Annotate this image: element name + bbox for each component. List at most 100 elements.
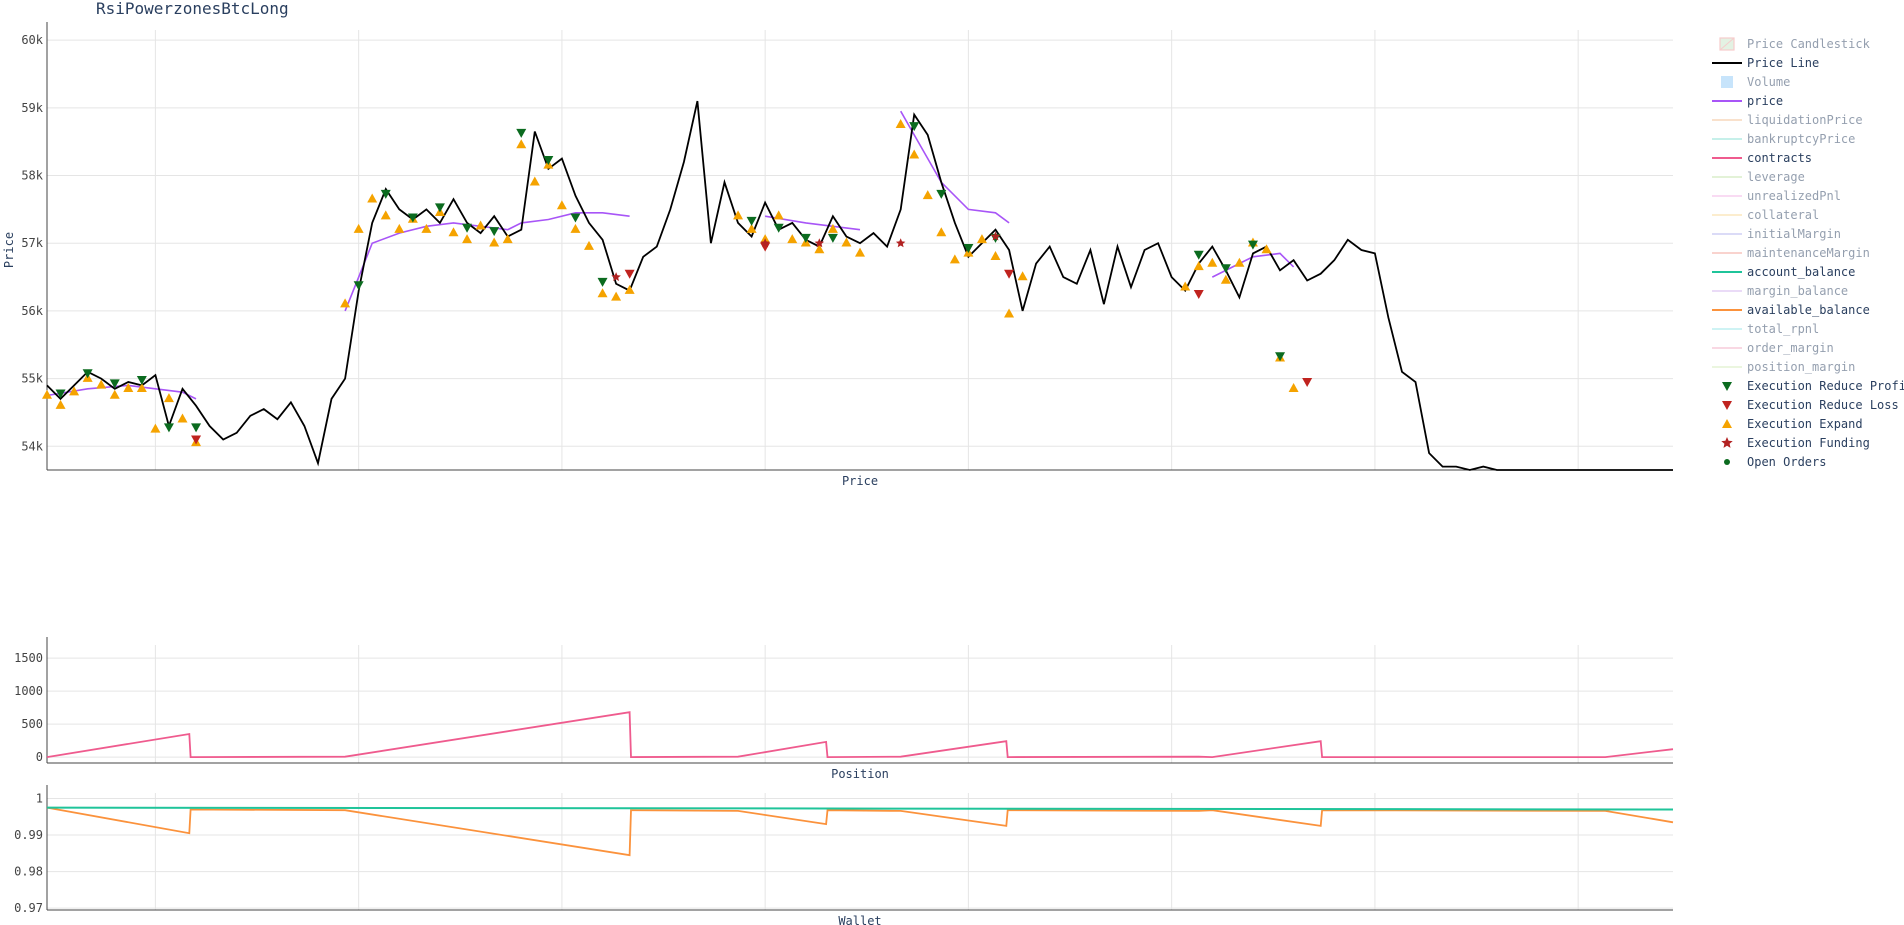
execution-expand-marker (1261, 244, 1272, 254)
execution-reduce-profit-marker (434, 203, 445, 213)
legend[interactable]: Price Candlestick Price Line Volume price li… (1712, 37, 1904, 469)
execution-funding-marker (814, 238, 825, 248)
execution-reduce-profit-marker (489, 227, 500, 237)
legend-item-price-candlestick[interactable]: Price Candlestick (1719, 37, 1871, 51)
execution-reduce-profit-marker (109, 379, 120, 389)
execution-reduce-loss-marker (1193, 290, 1204, 299)
execution-reduce-profit-marker (353, 281, 364, 291)
legend-item-position-margin[interactable]: position_margin (1712, 360, 1855, 374)
panel-1: 54k 55k 56k 57k 58k 59k 60k Price Price (2, 22, 1673, 488)
execution-expand-marker (489, 237, 500, 247)
legend-item-execution-funding[interactable]: Execution Funding (1721, 436, 1870, 450)
legend-item-account-balance[interactable]: account_balance (1712, 265, 1855, 279)
account-balance-line (46, 806, 1674, 811)
execution-expand-marker (909, 149, 920, 159)
legend-label: account_balance (1747, 265, 1855, 279)
execution-funding-marker (611, 272, 621, 282)
legend-item-initialmargin[interactable]: initialMargin (1712, 227, 1841, 241)
chart-title: RsiPowerzonesBtcLong (96, 0, 289, 18)
x-axis-title: Price (842, 474, 878, 488)
legend-item-contracts[interactable]: contracts (1712, 151, 1812, 165)
legend-item-execution-expand[interactable]: Execution Expand (1722, 417, 1863, 431)
execution-reduce-profit-marker (773, 223, 784, 233)
execution-expand-marker (1017, 271, 1028, 281)
legend-label: unrealizedPnl (1747, 189, 1841, 203)
legend-label: leverage (1747, 170, 1805, 184)
legend-item-execution-reduce-profit[interactable]: Execution Reduce Profit (1722, 379, 1904, 393)
y-tick-label: 56k (21, 304, 43, 318)
execution-expand-marker (163, 393, 174, 403)
price-ma-line (900, 110, 1010, 224)
execution-reduce-loss-marker (760, 242, 771, 252)
y-tick-label: 59k (21, 101, 43, 115)
legend-item-total-rpnl[interactable]: total_rpnl (1712, 322, 1819, 336)
legend-item-price[interactable]: price (1712, 94, 1783, 108)
y-tick-label: 1 (36, 791, 43, 805)
execution-reduce-profit-marker (1220, 264, 1231, 274)
execution-reduce-profit-marker (516, 128, 527, 138)
legend-item-liquidationprice[interactable]: liquidationPrice (1712, 113, 1863, 127)
legend-item-execution-reduce-loss[interactable]: Execution Reduce Loss (1722, 398, 1899, 412)
legend-item-volume[interactable]: Volume (1721, 75, 1790, 89)
legend-label: order_margin (1747, 341, 1834, 355)
execution-expand-marker (773, 210, 784, 220)
execution-expand-marker (841, 237, 852, 247)
execution-expand-marker (1288, 383, 1299, 392)
legend-label: Volume (1747, 75, 1790, 89)
execution-expand-marker (787, 234, 798, 244)
execution-expand-marker (421, 223, 432, 233)
y-tick-label: 60k (21, 33, 43, 47)
legend-item-price-line[interactable]: Price Line (1712, 56, 1819, 70)
legend-item-leverage[interactable]: leverage (1712, 170, 1805, 184)
triangle-down-icon (1722, 382, 1732, 391)
legend-item-unrealizedpnl[interactable]: unrealizedPnl (1712, 189, 1841, 203)
execution-reduce-profit-marker (191, 423, 202, 433)
execution-expand-marker (462, 234, 473, 244)
execution-reduce-profit-marker (1193, 250, 1204, 260)
execution-expand-marker (448, 227, 459, 237)
execution-reduce-profit-marker (570, 213, 581, 223)
execution-expand-marker (150, 423, 161, 433)
legend-item-order-margin[interactable]: order_margin (1712, 341, 1834, 355)
execution-expand-marker (855, 247, 865, 257)
execution-expand-marker (123, 383, 134, 392)
legend-item-bankruptcyprice[interactable]: bankruptcyPrice (1712, 132, 1855, 146)
execution-expand-marker (136, 383, 147, 392)
legend-label: position_margin (1747, 360, 1855, 374)
execution-expand-marker (570, 223, 581, 233)
y-tick-label: 57k (21, 236, 43, 250)
price-ma-line (1211, 252, 1295, 278)
price-ma-line (344, 212, 630, 312)
y-tick-label: 0.99 (14, 828, 43, 842)
execution-reduce-loss-marker (624, 269, 635, 279)
execution-expand-marker (733, 210, 744, 220)
panel-3: 0.97 0.98 0.99 1 Wallet (14, 785, 1674, 925)
execution-expand-marker (1180, 281, 1191, 291)
execution-expand-marker (584, 240, 594, 250)
execution-reduce-profit-marker (800, 233, 811, 243)
legend-label: total_rpnl (1747, 322, 1819, 336)
price-ma-line (46, 384, 197, 400)
y-tick-label: 58k (21, 169, 43, 183)
panel-2: 0 500 1000 1500 Position (14, 637, 1674, 781)
y-tick-label: 0.98 (14, 865, 43, 879)
execution-reduce-profit-marker (55, 389, 66, 399)
execution-reduce-loss-marker (1302, 378, 1313, 387)
legend-label: available_balance (1747, 303, 1870, 317)
execution-expand-marker (516, 139, 527, 149)
legend-item-maintenancemargin[interactable]: maintenanceMargin (1712, 246, 1870, 260)
execution-expand-marker (611, 291, 622, 301)
execution-reduce-profit-marker (543, 156, 554, 165)
legend-item-collateral[interactable]: collateral (1712, 208, 1819, 222)
legend-item-open-orders[interactable]: Open Orders (1724, 455, 1826, 469)
legend-label: Execution Funding (1747, 436, 1870, 450)
execution-reduce-profit-marker (407, 213, 418, 223)
dot-icon (1724, 459, 1730, 465)
legend-item-available-balance[interactable]: available_balance (1712, 303, 1870, 317)
execution-expand-marker (1234, 257, 1245, 267)
legend-item-margin-balance[interactable]: margin_balance (1712, 284, 1848, 298)
legend-label: margin_balance (1747, 284, 1848, 298)
legend-label: price (1747, 94, 1783, 108)
execution-reduce-profit-marker (746, 216, 757, 226)
contracts-line (46, 711, 1674, 759)
